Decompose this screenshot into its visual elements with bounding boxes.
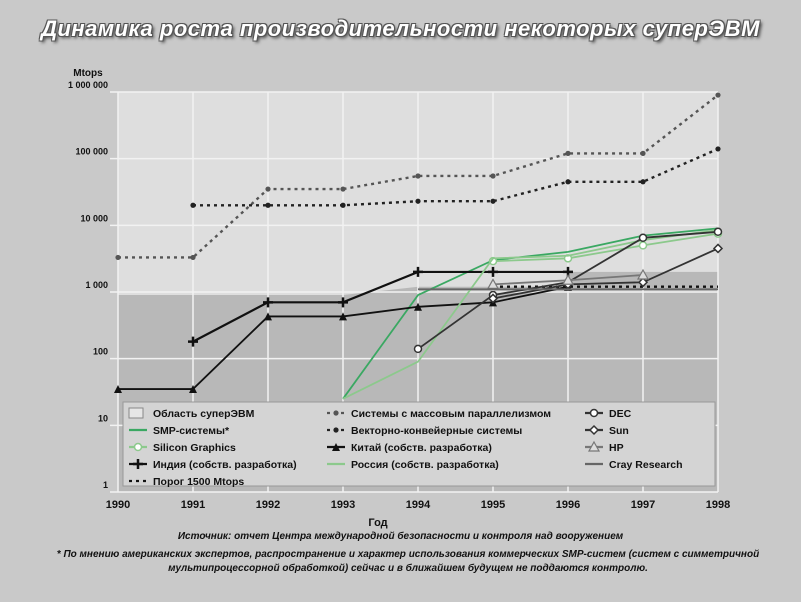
- data-point-9: [487, 293, 499, 304]
- legend-swatch-marker: [332, 443, 340, 451]
- legend-label: Китай (собств. разработка): [351, 442, 492, 454]
- data-point-10: [561, 274, 575, 285]
- legend-swatch-marker: [587, 440, 601, 452]
- legend-label: Sun: [609, 425, 629, 437]
- x-tick-label: 1993: [331, 499, 355, 511]
- data-point-4: [115, 254, 121, 261]
- y-tick-label: 100: [93, 347, 108, 357]
- source-note: Источник: отчет Центра международной без…: [177, 531, 624, 542]
- legend-label: Индия (собств. разработка): [153, 459, 297, 471]
- x-tick-label: 1992: [256, 499, 280, 511]
- x-tick-label: 1991: [181, 499, 205, 511]
- legend-label: SMP-системы*: [153, 425, 230, 437]
- data-point-5: [340, 202, 346, 208]
- series-line-9: [492, 247, 719, 300]
- data-point-9: [637, 277, 649, 288]
- data-point-6: [189, 385, 197, 394]
- legend-label: Порог 1500 Mtops: [153, 476, 244, 488]
- legend-swatch-marker: [133, 442, 143, 452]
- legend-label: HP: [609, 442, 624, 454]
- legend-swatch-marker: [589, 408, 599, 418]
- legend-swatch-marker: [333, 410, 339, 416]
- x-tick-label: 1990: [106, 499, 130, 511]
- data-point-2: [338, 297, 348, 308]
- x-axis-label: Год: [368, 517, 387, 529]
- data-point-2: [263, 297, 273, 308]
- legend-swatch-region: [128, 407, 144, 419]
- legend-label: Векторно-конвейерные системы: [351, 425, 522, 437]
- data-point-4: [190, 254, 196, 261]
- series-line-1: [492, 232, 719, 263]
- data-point-4: [640, 150, 646, 156]
- legend-label: Область суперЭВМ: [153, 408, 255, 420]
- data-point-6: [339, 312, 347, 321]
- series-line-2: [192, 270, 568, 343]
- data-point-5: [415, 198, 421, 204]
- legend-box: [122, 401, 716, 487]
- y-tick-label: 1 000: [85, 280, 108, 290]
- data-point-5: [490, 198, 496, 204]
- data-point-2: [188, 336, 198, 347]
- legend-swatch-marker: [333, 427, 339, 433]
- data-point-8: [713, 227, 723, 237]
- x-tick-label: 1995: [481, 499, 505, 511]
- data-point-2: [413, 266, 423, 277]
- data-point-1: [638, 241, 648, 250]
- legend-label: Silicon Graphics: [153, 442, 236, 454]
- data-point-10: [636, 268, 650, 280]
- footnote: * По мнению американских экспертов, расп…: [56, 549, 760, 574]
- data-point-4: [490, 173, 496, 179]
- legend-label: Cray Research: [609, 459, 683, 471]
- data-point-5: [265, 202, 271, 208]
- y-tick-label: 100 000: [75, 147, 108, 157]
- data-point-6: [414, 302, 422, 311]
- data-point-5: [190, 202, 196, 208]
- legend-swatch-marker: [588, 424, 600, 436]
- legend-label: Системы с массовым параллелизмом: [351, 408, 551, 420]
- data-point-4: [340, 186, 346, 192]
- y-tick-label: 10: [98, 413, 108, 423]
- series-line-0: [342, 227, 719, 400]
- x-tick-label: 1998: [706, 499, 730, 511]
- data-point-2: [488, 266, 498, 277]
- data-point-5: [640, 179, 646, 185]
- y-tick-label: 10 000: [80, 213, 108, 223]
- data-point-5: [565, 179, 571, 185]
- x-tick-label: 1994: [406, 499, 431, 511]
- page-title: Динамика роста производительности некото…: [41, 16, 760, 41]
- y-axis-label: Mtops: [73, 68, 103, 79]
- legend-label: DEC: [609, 408, 632, 420]
- y-tick-label: 1 000 000: [68, 80, 108, 90]
- legend-label: Россия (собств. разработка): [351, 459, 499, 471]
- data-point-4: [565, 150, 571, 156]
- data-point-4: [715, 92, 721, 98]
- legend-swatch-marker: [133, 459, 143, 469]
- x-tick-label: 1996: [556, 499, 580, 511]
- y-tick-label: 1: [103, 480, 108, 490]
- data-point-5: [715, 146, 721, 152]
- data-point-6: [114, 385, 122, 394]
- x-tick-label: 1997: [631, 499, 655, 511]
- data-point-4: [415, 173, 421, 179]
- data-point-9: [712, 243, 724, 254]
- data-point-8: [638, 233, 648, 243]
- data-point-6: [264, 312, 272, 321]
- data-point-4: [265, 186, 271, 192]
- data-point-8: [413, 344, 423, 354]
- series-line-7: [342, 229, 719, 400]
